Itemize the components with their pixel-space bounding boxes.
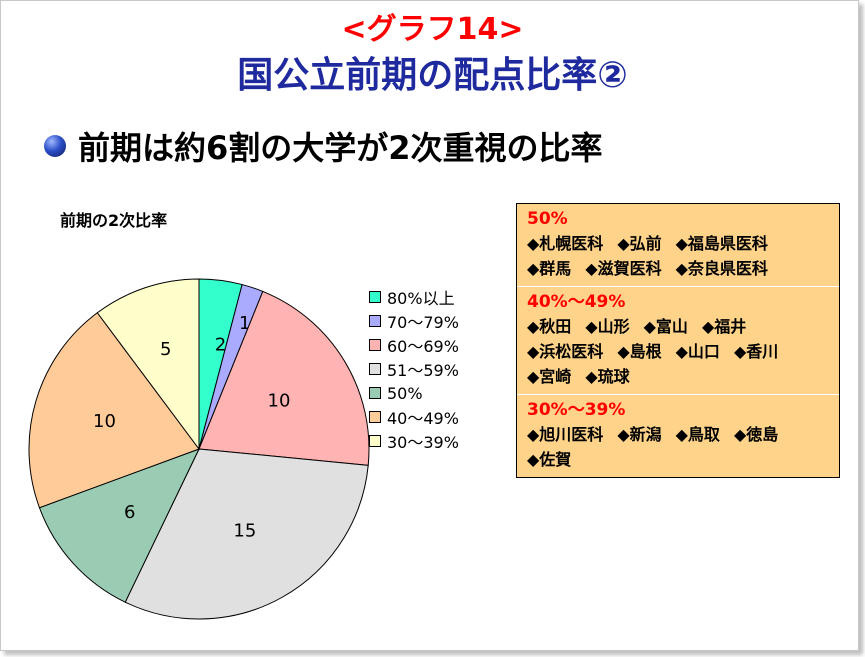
bullet-icon: [44, 135, 66, 157]
pie-data-label-5: 6: [124, 502, 135, 523]
legend-item: 70～79%: [369, 309, 459, 333]
pie-data-label-7: 5: [160, 339, 171, 360]
legend-label: 51～59%: [387, 361, 459, 380]
legend-item: 30～39%: [369, 429, 459, 453]
legend-label: 40～49%: [387, 409, 459, 428]
legend-swatch: [369, 291, 381, 303]
university-item: ◆札幌医科: [527, 234, 604, 253]
pie-slice-5: [38, 448, 200, 603]
university-item: ◆福井: [701, 317, 747, 336]
university-item: ◆鳥取: [675, 425, 720, 444]
university-item: ◆山口: [675, 342, 720, 361]
chart-legend: 80%以上 70～79% 60～69% 51～59% 50% 40～49% 30～39%: [369, 285, 459, 453]
university-item: ◆秋田: [527, 317, 572, 336]
legend-item: 80%以上: [369, 285, 459, 309]
legend-label: 70～79%: [387, 313, 459, 332]
legend-swatch: [369, 339, 381, 351]
pie-slice-4: [124, 448, 369, 620]
chart-title: 前期の2次比率: [60, 211, 168, 230]
info-section: 30%～39% ◆旭川医科 ◆新潟 ◆鳥取 ◆徳島 ◆佐賀: [517, 394, 839, 477]
info-section-heading: 30%～39%: [527, 400, 626, 420]
university-list: ◆秋田 ◆山形 ◆富山 ◆福井 ◆浜松医科 ◆島根 ◆山口 ◆香川 ◆宮崎 ◆琉球: [527, 314, 831, 389]
bullet-text: 前期は約6割の大学が2次重視の比率: [78, 129, 603, 167]
pie-data-label-4: 15: [233, 520, 256, 541]
university-list-box: 50% ◆札幌医科 ◆弘前 ◆福島県医科 ◆群馬 ◆滋賀医科 ◆奈良県医科 40%～49% ◆秋…: [516, 203, 840, 478]
university-item: ◆新潟: [617, 425, 662, 444]
pie-data-label-6: 10: [93, 411, 116, 432]
university-item: ◆群馬: [527, 259, 572, 278]
pie-data-label-1: 2: [215, 334, 226, 355]
legend-item: 51～59%: [369, 357, 459, 381]
slide-title: 国公立前期の配点比率②: [237, 55, 628, 96]
university-item: ◆福島県医科: [675, 234, 768, 253]
university-item: ◆浜松医科: [527, 342, 604, 361]
university-item: ◆宮崎: [527, 367, 572, 386]
pie-data-label-3: 10: [268, 391, 291, 412]
legend-label: 30～39%: [387, 433, 459, 452]
university-item: ◆弘前: [617, 234, 662, 253]
legend-swatch: [369, 315, 381, 327]
university-item: ◆香川: [733, 342, 779, 361]
university-item: ◆徳島: [733, 425, 779, 444]
university-list: ◆札幌医科 ◆弘前 ◆福島県医科 ◆群馬 ◆滋賀医科 ◆奈良県医科: [527, 231, 831, 281]
bullet-point: 前期は約6割の大学が2次重視の比率: [44, 124, 603, 168]
university-item: ◆滋賀医科: [585, 259, 662, 278]
info-section: 50% ◆札幌医科 ◆弘前 ◆福島県医科 ◆群馬 ◆滋賀医科 ◆奈良県医科: [517, 204, 839, 286]
pie-slice-6: [28, 312, 200, 509]
pie-slice-3: [198, 290, 370, 466]
university-list: ◆旭川医科 ◆新潟 ◆鳥取 ◆徳島 ◆佐賀: [527, 422, 831, 472]
legend-swatch: [369, 363, 381, 375]
info-section-heading: 50%: [527, 209, 568, 229]
slide-subtitle: <グラフ14>: [341, 12, 524, 47]
legend-item: 40～49%: [369, 405, 459, 429]
university-item: ◆佐賀: [527, 450, 572, 469]
university-item: ◆富山: [643, 317, 688, 336]
university-item: ◆島根: [617, 342, 662, 361]
legend-item: 50%: [369, 381, 459, 405]
legend-swatch: [369, 387, 381, 399]
university-item: ◆山形: [585, 317, 630, 336]
pie-chart: 21 10 15 6 10 5: [28, 278, 370, 620]
legend-swatch: [369, 435, 381, 447]
pie-data-label-2: 1: [239, 313, 250, 334]
legend-swatch: [369, 411, 381, 423]
info-section: 40%～49% ◆秋田 ◆山形 ◆富山 ◆福井 ◆浜松医科 ◆島根 ◆山口 ◆香川 ◆宮崎 ◆琉球: [517, 286, 839, 394]
legend-label: 60～69%: [387, 337, 459, 356]
info-section-heading: 40%～49%: [527, 292, 626, 312]
university-item: ◆旭川医科: [527, 425, 604, 444]
legend-label: 80%以上: [387, 289, 455, 308]
pie-slice-7: [96, 278, 200, 451]
legend-item: 60～69%: [369, 333, 459, 357]
university-item: ◆奈良県医科: [675, 259, 768, 278]
university-item: ◆琉球: [585, 367, 630, 386]
legend-label: 50%: [387, 383, 423, 403]
